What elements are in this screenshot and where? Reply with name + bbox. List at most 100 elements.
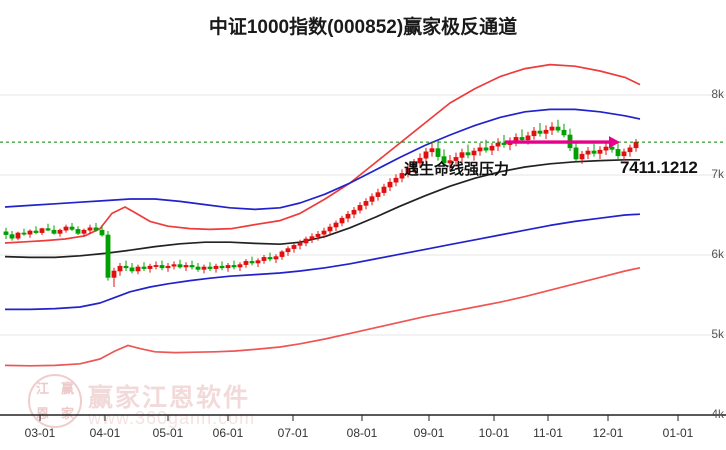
y-axis-label: 5k [711,327,724,341]
candle-body [477,147,483,152]
candle-body [57,229,63,234]
candle-body [159,265,165,269]
candle-body [585,150,591,155]
candle-body [351,209,357,215]
candle-body [27,230,33,235]
candle-body [141,266,147,269]
candle-body [381,186,387,193]
candle-body [591,150,597,154]
candle-body [453,157,459,161]
candle-body [243,261,249,265]
candle-body [579,153,585,160]
candle-body [375,192,381,197]
annotation-arrow-head [609,136,620,149]
candle-body [489,145,495,151]
candle-body [117,265,123,272]
x-axis-label: 04-01 [89,426,121,440]
candle-body [99,229,105,236]
candle-body [3,231,9,235]
candle-body [33,230,39,233]
candle-body [231,265,237,268]
y-axis-label: 6k [711,247,724,261]
candle-body [303,238,309,244]
candle-body [135,266,141,272]
candle-body [315,233,321,237]
candle-body [183,265,189,268]
candle-body [219,265,225,269]
candle-body [483,147,489,151]
candle-body [51,229,57,234]
candle-body [549,126,555,131]
candle-body [405,168,411,174]
candle-body [153,265,159,267]
candle-body [435,148,441,157]
watermark-logo-char: 赢 [60,380,74,396]
candle-body [201,266,207,270]
candle-body [495,142,501,147]
candle-body [75,229,81,234]
page-title: 中证1000指数(000852)赢家极反通道 [208,17,518,38]
candle-body [63,226,69,231]
watermark-logo-char: 恩 [35,405,49,421]
candle-body [255,260,261,264]
candle-body [189,265,195,268]
candle-body [297,242,303,246]
band-line [4,63,641,244]
band-line [4,266,641,367]
candle-body [291,245,297,249]
candle-body [225,265,231,269]
band-line [5,213,641,311]
candle-body [261,257,267,261]
candle-body [267,257,273,260]
candle-body [609,146,615,150]
candle-body [177,264,183,268]
candle-body [273,256,279,260]
x-axis-label: 08-01 [346,426,378,440]
candle-body [165,265,171,269]
candle-body [9,234,15,239]
candle-body [285,248,291,253]
candle-body [69,226,75,230]
candle-body [357,205,363,211]
y-axis-label: 4k [711,407,724,421]
candle-body [123,265,129,269]
candle-body [447,160,453,164]
x-axis-label: 06-01 [212,426,244,440]
watermark-brand: 赢家江恩软件 [88,384,251,412]
candle-body [207,266,213,269]
candle-body [87,227,93,231]
candle-body [537,130,543,134]
current-price-label: 7411.1212 [620,158,698,177]
band-line [4,108,641,211]
candle-body [129,267,135,272]
candle-body [237,264,243,268]
candle-body [441,156,447,164]
x-axis-label: 09-01 [413,426,445,440]
candle-body [387,181,393,188]
candle-body [195,266,201,270]
candle-body [621,151,627,157]
candle-body [81,229,87,234]
candle-body [393,177,399,183]
candle-body [615,149,621,157]
candle-body [597,149,603,154]
candle-body [111,270,117,278]
candle-body [417,157,423,164]
chart-annotation: 遇生命线强压力 [404,161,510,178]
x-axis-label: 07-01 [277,426,309,440]
candle-body [363,201,369,206]
candle-body [603,146,609,151]
candle-body [465,152,471,156]
candle-body [339,217,345,224]
candle-body [333,222,339,228]
candle-body [633,141,639,149]
candle-body [321,230,327,235]
candle-body [105,234,111,278]
candle-body [39,228,45,233]
candle-body [171,264,177,267]
candle-body [429,148,435,153]
x-axis-label: 11-01 [533,426,563,440]
candle-body [369,196,375,202]
candle-body [213,265,219,269]
